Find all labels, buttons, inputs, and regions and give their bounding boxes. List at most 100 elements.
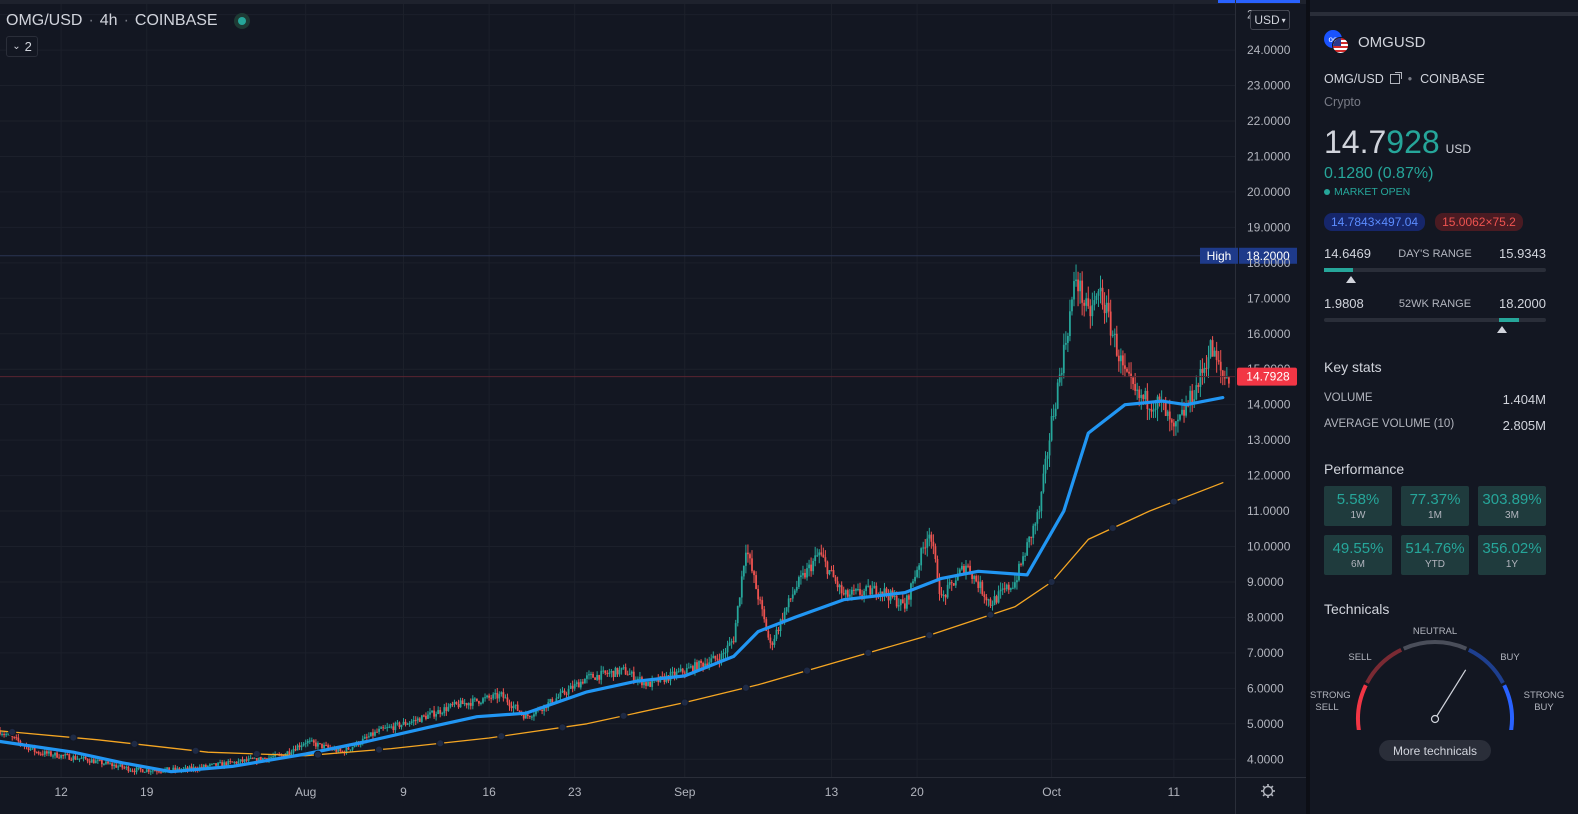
days-range-fill <box>1324 268 1353 272</box>
indicator-collapse-button[interactable]: ⌄ 2 <box>6 36 38 57</box>
performance-value: 49.55% <box>1332 540 1384 557</box>
candle-body <box>873 585 876 589</box>
candle-body <box>1071 299 1073 312</box>
performance-cell[interactable]: 77.37% 1M <box>1401 486 1469 526</box>
candle-body <box>475 698 478 702</box>
performance-cell[interactable]: 356.02% 1Y <box>1478 535 1546 575</box>
candle-body <box>1158 396 1161 400</box>
performance-cell[interactable]: 303.89% 3M <box>1478 486 1546 526</box>
ma-marker-point <box>191 746 200 755</box>
candle-body <box>912 581 914 584</box>
performance-value: 356.02% <box>1482 540 1542 557</box>
candle-body <box>131 770 134 772</box>
candle-body <box>162 771 164 773</box>
candle-body <box>971 574 974 579</box>
candle-body <box>903 603 906 609</box>
candle-body <box>1075 279 1077 282</box>
symbol-pair[interactable]: OMG/USD <box>1324 72 1384 86</box>
candle-body <box>942 594 945 596</box>
chart-header[interactable]: OMG/USD · 4h · COINBASE <box>6 10 250 32</box>
candle-body <box>62 754 65 756</box>
chart-interval[interactable]: 4h <box>99 12 118 29</box>
candle-body <box>264 758 266 760</box>
candle-body <box>583 678 586 684</box>
candle-body <box>797 577 800 587</box>
average-volume-label: AVERAGE VOLUME (10) <box>1324 418 1455 430</box>
candle-body <box>1030 536 1033 538</box>
panel-divider[interactable] <box>1306 0 1310 814</box>
candle-body <box>480 702 482 704</box>
candle-body <box>153 770 156 772</box>
currency-label: USD <box>1254 13 1280 27</box>
candle-body <box>206 765 209 768</box>
candle-body <box>435 714 438 717</box>
candle-body <box>685 667 688 674</box>
candle-body <box>78 758 81 760</box>
candle-body <box>647 681 649 686</box>
price-chart[interactable]: High 18.2000 4.0000 5.0000 6.0000 7.0000 8.000… <box>0 0 1310 814</box>
candle-body <box>575 682 578 684</box>
days-range-high: 15.9343 <box>1499 246 1546 261</box>
performance-cell[interactable]: 5.58% 1W <box>1324 486 1392 526</box>
candle-body <box>1219 361 1222 371</box>
candle-body <box>384 727 387 729</box>
technicals-title: Technicals <box>1324 601 1390 617</box>
candle-body <box>761 600 764 610</box>
candle-body <box>302 743 305 746</box>
candle-body <box>1225 377 1228 379</box>
performance-cell[interactable]: 49.55% 6M <box>1324 535 1392 575</box>
candle-body <box>129 770 132 772</box>
candle-body <box>339 748 342 751</box>
candle-body <box>1205 367 1208 369</box>
candle-body <box>241 759 244 762</box>
candle-body <box>995 596 998 603</box>
candle-body <box>783 611 786 622</box>
candle-body <box>304 743 307 745</box>
gear-icon[interactable] <box>1261 784 1275 798</box>
gauge-arc-buy <box>1467 648 1505 684</box>
candle-body <box>738 597 741 607</box>
ma-marker-point <box>802 666 812 675</box>
candle-body <box>469 703 472 706</box>
candle-body <box>681 668 684 673</box>
chart-symbol[interactable]: OMG/USD <box>6 12 83 29</box>
candle-body <box>186 767 189 770</box>
more-technicals-button[interactable]: More technicals <box>1379 740 1491 761</box>
candle-body <box>600 670 603 680</box>
candle-body <box>363 736 366 739</box>
candle-body <box>160 771 162 773</box>
performance-grid: 5.58% 1W 77.37% 1M 303.89% 3M 49.55% 6M 514.… <box>1324 486 1546 575</box>
candle-body <box>1091 305 1094 317</box>
candle-body <box>586 675 588 679</box>
candle-body <box>174 767 177 771</box>
candle-body <box>687 667 690 669</box>
candle-body <box>920 548 923 566</box>
performance-cell[interactable]: 514.76% YTD <box>1401 535 1469 575</box>
candle-body <box>963 566 965 574</box>
candle-body <box>928 534 931 539</box>
candle-body <box>80 757 83 759</box>
y-axis-tick-label: 22.0000 <box>1247 114 1291 128</box>
volume-stat: VOLUME 1.404M <box>1324 392 1546 407</box>
candle-body <box>100 759 103 765</box>
candle-body <box>1124 365 1126 369</box>
candle-body <box>94 760 97 764</box>
candle-body <box>478 701 480 704</box>
candle-body <box>294 749 297 751</box>
usd-flag-icon <box>1332 37 1349 54</box>
candle-body <box>137 767 140 769</box>
currency-select[interactable]: USD ▾ <box>1250 10 1290 30</box>
candle-body <box>1107 302 1110 312</box>
candle-body <box>965 565 967 574</box>
candle-body <box>60 754 63 758</box>
candle-body <box>787 598 790 608</box>
candle-body <box>673 671 676 677</box>
candle-body <box>1117 355 1120 362</box>
candle-body <box>461 700 464 705</box>
candle-body <box>1024 555 1026 557</box>
candle-body <box>867 585 870 587</box>
candle-body <box>237 761 240 764</box>
candle-body <box>793 590 796 595</box>
external-link-icon[interactable] <box>1389 72 1402 84</box>
candle-body <box>376 731 378 733</box>
